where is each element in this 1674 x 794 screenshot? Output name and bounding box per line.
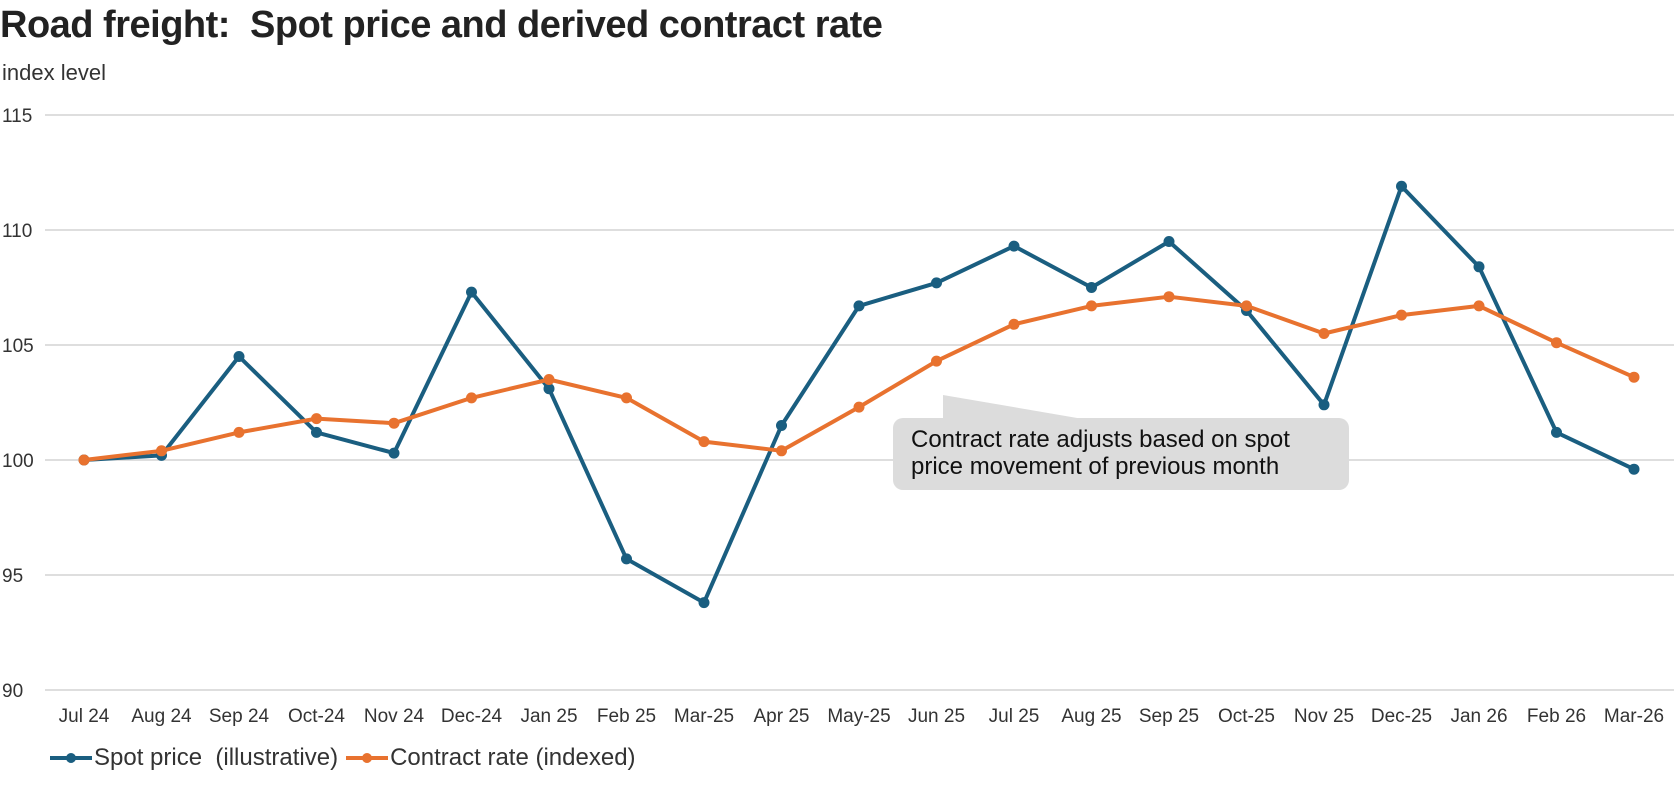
legend-marker-spot-price bbox=[50, 753, 92, 763]
annotation-pointer bbox=[943, 395, 1083, 419]
data-point-contract-rate-indexed bbox=[543, 374, 555, 385]
x-tick-label: Mar-25 bbox=[674, 706, 734, 727]
x-tick-label: Feb 26 bbox=[1527, 706, 1586, 727]
y-axis-label: index level bbox=[2, 60, 106, 85]
data-point-spot-price-illustrative bbox=[1086, 282, 1097, 293]
annotation-line-1: Contract rate adjusts based on spot bbox=[911, 426, 1290, 453]
gridlines bbox=[45, 114, 1674, 691]
y-tick-label: 100 bbox=[2, 451, 34, 472]
data-point-spot-price-illustrative bbox=[1008, 240, 1020, 252]
x-tick-label: Oct-24 bbox=[288, 706, 345, 727]
series-line-spot-price-illustrative bbox=[82, 184, 1636, 605]
data-point-contract-rate-indexed bbox=[388, 417, 400, 429]
legend: Spot price (illustrative) Contract rate … bbox=[48, 744, 642, 772]
x-tick-label: Sep 24 bbox=[209, 706, 270, 727]
data-point-contract-rate-indexed bbox=[698, 436, 710, 448]
data-point-contract-rate-indexed bbox=[1318, 328, 1330, 339]
annotation-callout: Contract rate adjusts based on spot pric… bbox=[893, 418, 1349, 490]
x-tick-label: Oct-25 bbox=[1218, 706, 1275, 727]
x-tick-label: Jul 25 bbox=[989, 706, 1040, 727]
legend-item-contract-rate: Contract rate (indexed) bbox=[344, 744, 636, 772]
x-tick-label: Jan 26 bbox=[1450, 706, 1507, 727]
data-point-contract-rate-indexed bbox=[853, 401, 865, 413]
data-point-contract-rate-indexed bbox=[466, 392, 477, 404]
data-point-contract-rate-indexed bbox=[233, 426, 245, 438]
data-point-contract-rate-indexed bbox=[1396, 309, 1407, 321]
data-point-spot-price-illustrative bbox=[1318, 399, 1330, 411]
data-point-spot-price-illustrative bbox=[931, 277, 942, 289]
legend-label-contract-rate: Contract rate (indexed) bbox=[390, 744, 636, 771]
data-point-contract-rate-indexed bbox=[776, 445, 787, 457]
data-point-contract-rate-indexed bbox=[1086, 300, 1097, 312]
x-tick-label: Jan 25 bbox=[520, 706, 577, 727]
data-point-spot-price-illustrative bbox=[388, 447, 400, 459]
data-point-contract-rate-indexed bbox=[1473, 300, 1485, 312]
data-point-spot-price-illustrative bbox=[853, 300, 865, 312]
data-point-contract-rate-indexed bbox=[1628, 371, 1640, 383]
data-point-contract-rate-indexed bbox=[1551, 337, 1562, 349]
y-tick-label: 95 bbox=[2, 566, 23, 587]
x-tick-label: Aug 25 bbox=[1061, 706, 1121, 727]
data-point-spot-price-illustrative bbox=[311, 426, 322, 438]
data-point-spot-price-illustrative bbox=[466, 286, 477, 298]
data-point-contract-rate-indexed bbox=[1008, 318, 1020, 330]
chart-title: Road freight: Spot price and derived con… bbox=[0, 4, 883, 46]
data-point-contract-rate-indexed bbox=[1241, 300, 1252, 312]
y-axis-ticks: 115 110 105 100 95 90 bbox=[2, 106, 34, 702]
data-point-contract-rate-indexed bbox=[1163, 291, 1175, 303]
data-point-spot-price-illustrative bbox=[1163, 236, 1175, 247]
legend-label-spot-price: Spot price (illustrative) bbox=[94, 744, 339, 771]
data-point-spot-price-illustrative bbox=[543, 383, 555, 395]
y-tick-label: 115 bbox=[2, 106, 32, 127]
x-tick-label: Jul 24 bbox=[59, 706, 110, 727]
legend-item-spot-price: Spot price (illustrative) bbox=[48, 744, 338, 772]
y-tick-label: 105 bbox=[2, 336, 34, 357]
y-tick-label: 110 bbox=[2, 221, 32, 242]
x-tick-label: Nov 25 bbox=[1294, 706, 1354, 727]
x-tick-label: Mar-26 bbox=[1604, 706, 1664, 727]
x-tick-label: Nov 24 bbox=[364, 706, 425, 727]
data-point-spot-price-illustrative bbox=[233, 351, 245, 362]
x-tick-label: Feb 25 bbox=[597, 706, 656, 727]
x-tick-label: May-25 bbox=[827, 706, 890, 727]
x-axis-ticks: Jul 24 Aug 24 Sep 24 Oct-24 Nov 24 Dec-24 Jan … bbox=[59, 706, 1664, 727]
data-point-contract-rate-indexed bbox=[621, 392, 632, 404]
x-tick-label: Aug 24 bbox=[131, 706, 192, 727]
data-point-spot-price-illustrative bbox=[1628, 463, 1640, 475]
annotation-line-2: price movement of previous month bbox=[911, 453, 1280, 480]
data-point-contract-rate-indexed bbox=[156, 445, 167, 457]
x-tick-label: Dec-25 bbox=[1371, 706, 1432, 727]
x-tick-label: Sep 25 bbox=[1139, 706, 1199, 727]
data-point-spot-price-illustrative bbox=[1473, 261, 1485, 273]
data-point-spot-price-illustrative bbox=[1551, 426, 1562, 438]
series-lines bbox=[78, 180, 1640, 609]
x-tick-label: Jun 25 bbox=[908, 706, 965, 727]
data-point-contract-rate-indexed bbox=[311, 413, 322, 425]
x-tick-label: Dec-24 bbox=[441, 706, 503, 727]
data-point-spot-price-illustrative bbox=[698, 597, 710, 609]
y-tick-label: 90 bbox=[2, 681, 23, 702]
data-point-spot-price-illustrative bbox=[1396, 180, 1407, 192]
data-point-contract-rate-indexed bbox=[931, 355, 942, 367]
data-point-spot-price-illustrative bbox=[621, 553, 632, 565]
data-point-spot-price-illustrative bbox=[776, 420, 787, 431]
legend-marker-contract-rate bbox=[346, 753, 389, 763]
x-tick-label: Apr 25 bbox=[754, 706, 810, 727]
data-point-contract-rate-indexed bbox=[78, 454, 90, 466]
